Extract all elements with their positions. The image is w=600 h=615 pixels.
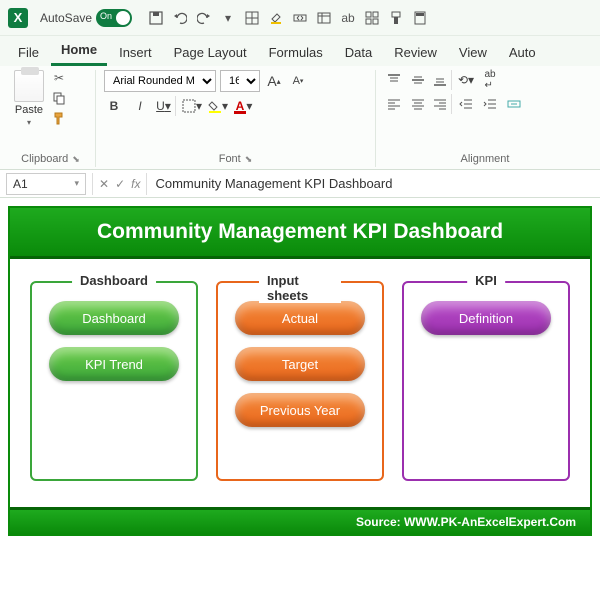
autosave-toggle[interactable]: AutoSave On [40, 9, 132, 27]
clipboard-dialog-launcher-icon[interactable]: ⬊ [72, 154, 80, 165]
enter-icon[interactable]: ✓ [115, 177, 125, 191]
tab-home[interactable]: Home [51, 36, 107, 66]
dashboard-footer: Source: WWW.PK-AnExcelExpert.Com [10, 507, 590, 534]
alignment-group-label: Alignment [461, 153, 510, 165]
quick-access-toolbar: ▾ ab [148, 10, 428, 26]
decrease-font-icon[interactable]: A▾ [288, 71, 308, 91]
title-bar: X AutoSave On ▾ ab [0, 0, 600, 36]
pill-previous-year[interactable]: Previous Year [235, 393, 365, 427]
excel-logo-icon: X [8, 8, 28, 28]
name-box[interactable]: A1 ▾ [6, 173, 86, 195]
tab-data[interactable]: Data [335, 39, 382, 66]
save-icon[interactable] [148, 10, 164, 26]
calculator-icon[interactable] [412, 10, 428, 26]
paste-button[interactable]: Paste ▾ [14, 70, 44, 127]
qat-dropdown-icon[interactable]: ▾ [220, 10, 236, 26]
tab-formulas[interactable]: Formulas [259, 39, 333, 66]
copy-icon[interactable] [50, 90, 68, 106]
panel-input-title: Input sheets [259, 273, 341, 303]
font-group-label: Font [219, 153, 241, 165]
paste-icon [14, 70, 44, 102]
orientation-icon[interactable]: ⟲▾ [456, 70, 476, 90]
dashboard-title: Community Management KPI Dashboard [10, 208, 590, 259]
cancel-icon[interactable]: ✕ [99, 177, 109, 191]
underline-button[interactable]: U ▾ [156, 96, 176, 116]
pill-actual[interactable]: Actual [235, 301, 365, 335]
pill-definition[interactable]: Definition [421, 301, 551, 335]
ribbon: Paste ▾ ✂ Clipboard ⬊ Arial Rounded MT 16… [0, 66, 600, 170]
font-size-select[interactable]: 16 [220, 70, 260, 92]
table-icon[interactable] [316, 10, 332, 26]
align-left-icon[interactable] [384, 94, 404, 114]
decrease-indent-icon[interactable] [456, 94, 476, 114]
pill-target[interactable]: Target [235, 347, 365, 381]
formula-input[interactable]: Community Management KPI Dashboard [147, 176, 600, 191]
ribbon-group-alignment: ⟲▾ ab↵ Alignment [376, 70, 594, 167]
ribbon-tabs: File Home Insert Page Layout Formulas Da… [0, 36, 600, 66]
pill-dashboard[interactable]: Dashboard [49, 301, 179, 335]
pill-kpi-trend[interactable]: KPI Trend [49, 347, 179, 381]
fx-icon[interactable]: fx [131, 177, 140, 191]
tab-insert[interactable]: Insert [109, 39, 162, 66]
toggle-state: On [100, 11, 112, 21]
formula-bar: A1 ▾ ✕ ✓ fx Community Management KPI Das… [0, 170, 600, 198]
align-right-icon[interactable] [432, 94, 452, 114]
format-painter-brush-icon[interactable] [50, 110, 68, 126]
paste-label: Paste [15, 104, 43, 116]
fill-color-button[interactable]: ▾ [208, 96, 228, 116]
align-top-icon[interactable] [384, 70, 404, 90]
redo-icon[interactable] [196, 10, 212, 26]
tab-review[interactable]: Review [384, 39, 447, 66]
borders-icon[interactable] [244, 10, 260, 26]
panel-kpi-title: KPI [467, 273, 505, 288]
fill-icon[interactable] [268, 10, 284, 26]
ribbon-group-clipboard: Paste ▾ ✂ Clipboard ⬊ [6, 70, 96, 167]
panel-dashboard-title: Dashboard [72, 273, 156, 288]
autosave-label: AutoSave [40, 11, 92, 25]
text-direction-icon[interactable]: ab [340, 10, 356, 26]
namebox-dropdown-icon[interactable]: ▾ [74, 178, 79, 189]
kpi-dashboard: Community Management KPI Dashboard Dashb… [8, 206, 592, 536]
align-middle-icon[interactable] [408, 70, 428, 90]
tab-automate[interactable]: Auto [499, 39, 546, 66]
ribbon-group-font: Arial Rounded MT 16 A▴ A▾ B I U ▾ ▾ ▾ A▾… [96, 70, 376, 167]
font-color-button[interactable]: A▾ [234, 96, 254, 116]
increase-indent-icon[interactable] [480, 94, 500, 114]
panel-kpi: KPI Definition [402, 281, 570, 481]
font-name-select[interactable]: Arial Rounded MT [104, 70, 216, 92]
grid-icon[interactable] [364, 10, 380, 26]
cell-reference: A1 [13, 177, 28, 191]
increase-font-icon[interactable]: A▴ [264, 71, 284, 91]
italic-button[interactable]: I [130, 96, 150, 116]
worksheet-area: Community Management KPI Dashboard Dashb… [0, 198, 600, 544]
merge-icon[interactable] [292, 10, 308, 26]
border-button[interactable]: ▾ [182, 96, 202, 116]
tab-page-layout[interactable]: Page Layout [164, 39, 257, 66]
panel-input-sheets: Input sheets Actual Target Previous Year [216, 281, 384, 481]
cut-icon[interactable]: ✂ [50, 70, 68, 86]
bold-button[interactable]: B [104, 96, 124, 116]
align-bottom-icon[interactable] [432, 70, 452, 90]
font-dialog-launcher-icon[interactable]: ⬊ [245, 154, 253, 165]
align-center-icon[interactable] [408, 94, 428, 114]
wrap-text-icon[interactable]: ab↵ [480, 70, 500, 90]
toggle-switch[interactable]: On [96, 9, 132, 27]
tab-file[interactable]: File [8, 39, 49, 66]
panel-dashboard: Dashboard Dashboard KPI Trend [30, 281, 198, 481]
merge-center-icon[interactable] [504, 94, 524, 114]
tab-view[interactable]: View [449, 39, 497, 66]
undo-icon[interactable] [172, 10, 188, 26]
format-painter-icon[interactable] [388, 10, 404, 26]
clipboard-group-label: Clipboard [21, 153, 68, 165]
